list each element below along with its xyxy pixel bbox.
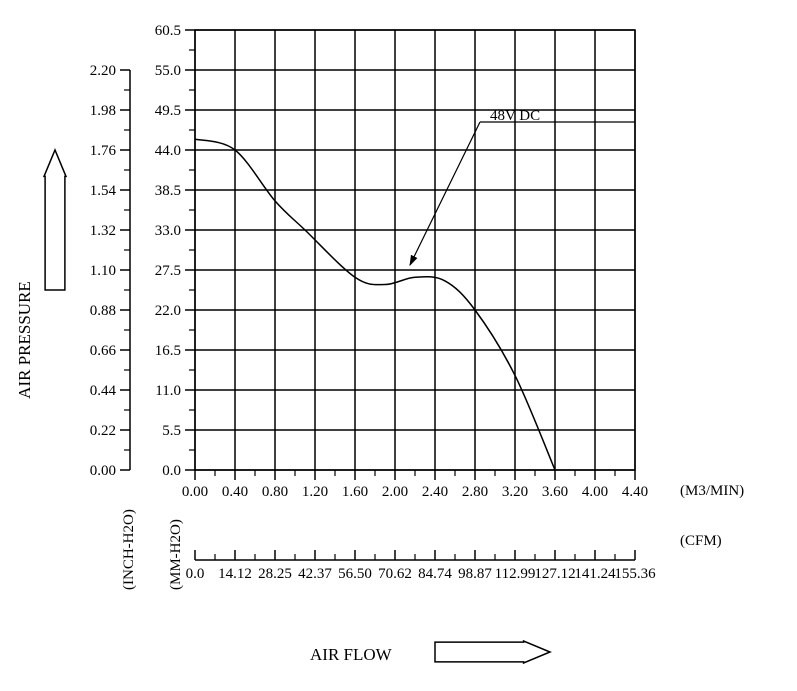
air-flow-arrow-icon bbox=[435, 641, 550, 663]
x-secondary-unit: (CFM) bbox=[680, 533, 722, 549]
y-secondary-tick-label: 2.20 bbox=[90, 63, 116, 79]
y-secondary-tick-label: 0.00 bbox=[90, 463, 116, 479]
y-secondary-tick-label: 1.32 bbox=[90, 223, 116, 239]
y-secondary-tick-label: 0.88 bbox=[90, 303, 116, 319]
x-secondary-tick-label: 70.62 bbox=[378, 566, 412, 582]
x-primary-tick-label: 0.00 bbox=[182, 484, 208, 500]
y-primary-tick-label: 55.0 bbox=[155, 63, 181, 79]
air-pressure-arrow-icon bbox=[44, 150, 66, 290]
y-primary-tick-label: 0.0 bbox=[162, 463, 181, 479]
x-secondary-tick-label: 127.12 bbox=[534, 566, 575, 582]
annotation-leader bbox=[410, 122, 480, 265]
y-primary-tick-label: 44.0 bbox=[155, 143, 181, 159]
y-axis-label: AIR PRESSURE bbox=[15, 281, 34, 399]
y-secondary-tick-label: 0.44 bbox=[90, 383, 117, 399]
y-primary-tick-label: 49.5 bbox=[155, 103, 181, 119]
y-secondary-tick-label: 0.22 bbox=[90, 423, 116, 439]
y-primary-tick-label: 33.0 bbox=[155, 223, 181, 239]
y-primary-tick-label: 60.5 bbox=[155, 23, 181, 39]
x-secondary-tick-label: 155.36 bbox=[614, 566, 656, 582]
y-secondary-tick-label: 0.66 bbox=[90, 343, 117, 359]
x-secondary-tick-label: 0.0 bbox=[186, 566, 205, 582]
x-primary-tick-label: 3.60 bbox=[542, 484, 568, 500]
x-primary-tick-label: 1.20 bbox=[302, 484, 328, 500]
x-primary-tick-label: 3.20 bbox=[502, 484, 528, 500]
y-primary-unit: (MM-H2O) bbox=[168, 519, 184, 590]
plot-border bbox=[195, 30, 635, 470]
x-primary-tick-label: 0.40 bbox=[222, 484, 248, 500]
y-secondary-tick-label: 1.10 bbox=[90, 263, 116, 279]
x-secondary-tick-label: 98.87 bbox=[458, 566, 492, 582]
x-primary-tick-label: 4.00 bbox=[582, 484, 608, 500]
x-primary-tick-label: 2.80 bbox=[462, 484, 488, 500]
y-primary-tick-label: 22.0 bbox=[155, 303, 181, 319]
y-primary-tick-label: 11.0 bbox=[155, 383, 181, 399]
y-primary-tick-label: 16.5 bbox=[155, 343, 181, 359]
x-primary-tick-label: 4.40 bbox=[622, 484, 648, 500]
y-primary-tick-label: 38.5 bbox=[155, 183, 181, 199]
y-primary-tick-label: 5.5 bbox=[162, 423, 181, 439]
annotation-text: 48V DC bbox=[490, 108, 540, 124]
fan-curve-chart: 0.00 0.40 0.80 1.20 1.60 2.00 2.40 2.80 3.20 3.60… bbox=[0, 0, 797, 691]
y-secondary-tick-label: 1.54 bbox=[90, 183, 117, 199]
x-primary-unit: (M3/MIN) bbox=[680, 483, 744, 499]
series-curve bbox=[195, 139, 555, 470]
x-secondary-tick-label: 56.50 bbox=[338, 566, 372, 582]
y-secondary-unit: (INCH-H2O) bbox=[121, 509, 137, 590]
x-primary-tick-label: 1.60 bbox=[342, 484, 368, 500]
y-secondary-tick-label: 1.76 bbox=[90, 143, 117, 159]
x-axis-label: AIR FLOW bbox=[310, 645, 393, 664]
x-secondary-tick-label: 14.12 bbox=[218, 566, 252, 582]
x-secondary-tick-label: 112.99 bbox=[495, 566, 536, 582]
x-primary-tick-label: 2.00 bbox=[382, 484, 408, 500]
x-primary-tick-label: 2.40 bbox=[422, 484, 448, 500]
x-secondary-tick-label: 141.24 bbox=[574, 566, 616, 582]
x-primary-tick-label: 0.80 bbox=[262, 484, 288, 500]
x-secondary-tick-label: 84.74 bbox=[418, 566, 452, 582]
y-primary-tick-label: 27.5 bbox=[155, 263, 181, 279]
x-secondary-tick-label: 42.37 bbox=[298, 566, 332, 582]
x-secondary-tick-label: 28.25 bbox=[258, 566, 292, 582]
y-secondary-tick-label: 1.98 bbox=[90, 103, 116, 119]
